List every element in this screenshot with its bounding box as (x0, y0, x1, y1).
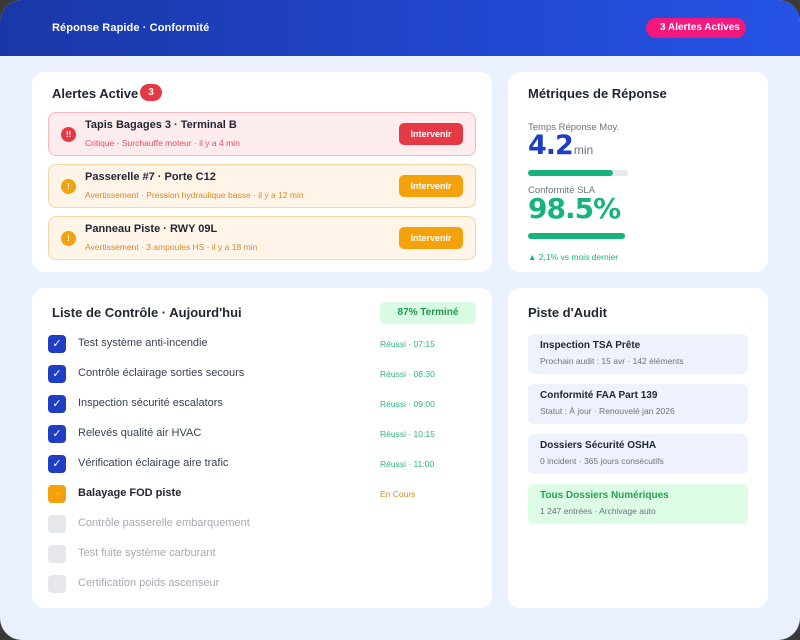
warning-alert-icon: ! (61, 179, 76, 194)
checkbox-unchecked-icon[interactable] (48, 515, 66, 533)
checklist-card: Liste de Contrôle · Aujourd'hui 87% Term… (32, 288, 492, 608)
audit-title: Piste d'Audit (528, 305, 607, 320)
audit-item[interactable]: Inspection TSA Prête Prochain audit : 15… (528, 334, 748, 374)
audit-item-subtitle: 0 incident · 365 jours consécutifs (540, 456, 664, 466)
audit-trail-card: Piste d'Audit Inspection TSA Prête Proch… (508, 288, 768, 608)
checklist-item[interactable]: · Balayage FOD piste En Cours (48, 484, 478, 504)
header-bar: Réponse Rapide · Conformité 3 Alertes Ac… (0, 0, 800, 56)
checklist-item-label: Test fuite système carburant (78, 547, 216, 559)
checklist-item[interactable]: ✓ Contrôle éclairage sorties secours Réu… (48, 364, 478, 384)
alert-title: Tapis Bagages 3 · Terminal B (85, 119, 237, 131)
intervene-button[interactable]: Intervenir (399, 175, 463, 197)
checklist-item[interactable]: ✓ Inspection sécurité escalators Réussi … (48, 394, 478, 414)
trend-indicator: ▲ 2,1% vs mois dernier (528, 252, 619, 262)
checklist-item-label: Certification poids ascenseur (78, 577, 220, 589)
sla-value: 98.5% (528, 192, 621, 225)
sla-bar (528, 233, 626, 239)
checkbox-checked-icon[interactable]: ✓ (48, 335, 66, 353)
checkbox-unchecked-icon[interactable] (48, 575, 66, 593)
checklist-item-label: Test système anti-incendie (78, 337, 208, 349)
critical-alert-icon: !! (61, 127, 76, 142)
response-time-bar (528, 170, 628, 176)
alert-item: ! Passerelle #7 · Porte C12 Avertissemen… (48, 164, 476, 208)
checkbox-checked-icon[interactable]: ✓ (48, 365, 66, 383)
warning-alert-icon: ! (61, 231, 76, 246)
intervene-button[interactable]: Intervenir (399, 123, 463, 145)
checkbox-checked-icon[interactable]: ✓ (48, 425, 66, 443)
checkbox-unchecked-icon[interactable] (48, 545, 66, 563)
checklist-item[interactable]: ✓ Vérification éclairage aire trafic Réu… (48, 454, 478, 474)
intervene-button[interactable]: Intervenir (399, 227, 463, 249)
response-time-unit: min (573, 143, 594, 157)
response-metrics-card: Métriques de Réponse Temps Réponse Moy. … (508, 72, 768, 272)
audit-item[interactable]: Conformité FAA Part 139 Statut : À jour … (528, 384, 748, 424)
alerts-title: Alertes Active (52, 86, 139, 101)
checklist-item-label: Contrôle éclairage sorties secours (78, 367, 245, 379)
checklist-item[interactable]: ✓ Test système anti-incendie Réussi · 07… (48, 334, 478, 354)
checklist-item[interactable]: Contrôle passerelle embarquement (48, 514, 478, 534)
checklist-item-status: En Cours (380, 489, 416, 499)
checklist-title: Liste de Contrôle · Aujourd'hui (52, 305, 242, 320)
alert-subtitle: Critique · Surchauffe moteur · il y a 4 … (85, 138, 240, 148)
audit-item-title: Inspection TSA Prête (540, 340, 641, 351)
response-time-label: Temps Réponse Moy. (528, 122, 620, 133)
completion-badge: 87% Terminé (380, 302, 476, 324)
checklist-item[interactable]: Certification poids ascenseur (48, 574, 478, 594)
alert-subtitle: Avertissement · Pression hydraulique bas… (85, 190, 304, 200)
checklist-item-status: Réussi · 11:00 (380, 459, 435, 469)
audit-item-title: Dossiers Sécurité OSHA (540, 440, 657, 451)
checklist-item-status: Réussi · 10:15 (380, 429, 435, 439)
checklist-item-label: Contrôle passerelle embarquement (78, 517, 250, 529)
audit-item-title: Tous Dossiers Numériques (540, 490, 669, 501)
response-time-value: 4.2min (528, 130, 593, 161)
alerts-count-badge: 3 (140, 84, 162, 101)
metrics-title: Métriques de Réponse (528, 86, 667, 101)
audit-item-subtitle: 1 247 entrées · Archivage auto (540, 506, 656, 516)
alert-subtitle: Avertissement · 3 ampoules HS · il y a 1… (85, 242, 258, 252)
alert-item: ! Panneau Piste · RWY 09L Avertissement … (48, 216, 476, 260)
alert-item: !! Tapis Bagages 3 · Terminal B Critique… (48, 112, 476, 156)
active-alerts-card: Alertes Active 3 !! Tapis Bagages 3 · Te… (32, 72, 492, 272)
checklist-item-status: Réussi · 07:15 (380, 339, 435, 349)
checklist-item-label: Balayage FOD piste (78, 487, 182, 499)
audit-item[interactable]: Tous Dossiers Numériques 1 247 entrées ·… (528, 484, 748, 524)
response-time-bar-fill (528, 170, 613, 176)
response-time-number: 4.2 (528, 130, 574, 161)
checkbox-in-progress-icon[interactable]: · (48, 485, 66, 503)
audit-item[interactable]: Dossiers Sécurité OSHA 0 incident · 365 … (528, 434, 748, 474)
checklist-item-status: Réussi · 09:00 (380, 399, 435, 409)
active-alerts-badge[interactable]: 3 Alertes Actives (646, 18, 746, 38)
checkbox-checked-icon[interactable]: ✓ (48, 455, 66, 473)
checklist-item-label: Vérification éclairage aire trafic (78, 457, 229, 469)
checklist-item-status: Réussi · 08:30 (380, 369, 435, 379)
alert-title: Passerelle #7 · Porte C12 (85, 171, 216, 183)
sla-bar-fill (528, 233, 625, 239)
audit-item-title: Conformité FAA Part 139 (540, 390, 658, 401)
checklist-item-label: Inspection sécurité escalators (78, 397, 223, 409)
sla-label: Conformité SLA (528, 185, 596, 196)
checklist-item[interactable]: Test fuite système carburant (48, 544, 478, 564)
checklist-item[interactable]: ✓ Relevés qualité air HVAC Réussi · 10:1… (48, 424, 478, 444)
app-title: Réponse Rapide · Conformité (52, 22, 210, 34)
checkbox-checked-icon[interactable]: ✓ (48, 395, 66, 413)
checklist-item-label: Relevés qualité air HVAC (78, 427, 202, 439)
alert-title: Panneau Piste · RWY 09L (85, 223, 218, 235)
audit-item-subtitle: Statut : À jour · Renouvelé jan 2026 (540, 406, 675, 416)
audit-item-subtitle: Prochain audit : 15 avr · 142 éléments (540, 356, 684, 366)
